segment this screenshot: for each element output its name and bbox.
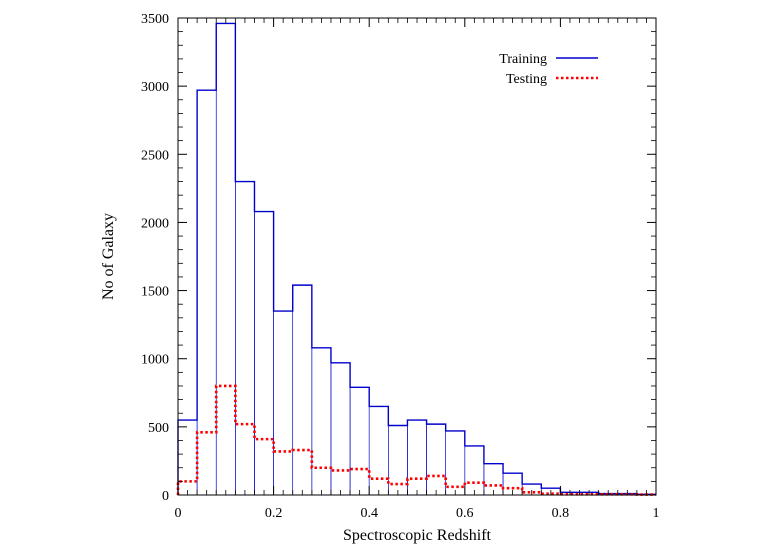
training-bar <box>196 89 217 496</box>
legend-label: Testing <box>506 72 547 87</box>
legend-label: Training <box>499 52 547 67</box>
y-tick-label: 3500 <box>141 12 169 27</box>
series-layer <box>176 22 656 496</box>
training-bar <box>235 181 255 496</box>
x-tick-label: 0.4 <box>360 506 378 521</box>
x-tick-label: 0.2 <box>265 506 283 521</box>
y-tick-label: 1500 <box>141 285 169 300</box>
y-tick-label: 0 <box>162 489 169 504</box>
y-tick-label: 1000 <box>141 353 169 368</box>
training-bar <box>215 23 236 496</box>
training-bar <box>407 419 427 496</box>
plot-frame <box>177 17 657 496</box>
y-tick-label: 3000 <box>141 80 169 95</box>
x-tick-label: 0.6 <box>456 506 474 521</box>
training-bar <box>368 406 389 496</box>
training-bar <box>464 445 485 496</box>
x-tick-label: 1 <box>653 506 660 521</box>
x-axis-label: Spectroscopic Redshift <box>343 527 492 544</box>
training-bar <box>177 419 198 496</box>
training-bar <box>445 430 466 496</box>
y-tick-label: 2000 <box>141 216 169 231</box>
training-bar <box>311 347 332 496</box>
training-step-line <box>177 22 656 496</box>
bars-layer <box>177 23 657 496</box>
training-bar <box>349 387 370 496</box>
y-tick-label: 2500 <box>141 148 169 163</box>
training-bar <box>330 362 351 496</box>
y-tick-label: 500 <box>148 421 169 436</box>
ticks-layer: 0 500 1000 1500 2000 2500 3000 3500 0 0.2 0.4 0.6 0.… <box>141 12 660 521</box>
y-axis-label: No of Galaxy <box>100 213 117 300</box>
training-bar <box>292 284 313 496</box>
testing-step-line <box>176 384 656 496</box>
x-tick-label: 0 <box>175 506 182 521</box>
training-bar <box>254 211 274 496</box>
x-tick-label: 0.8 <box>552 506 570 521</box>
training-bar <box>426 423 446 496</box>
training-bar <box>273 310 294 496</box>
legend: Training Testing <box>499 52 598 87</box>
